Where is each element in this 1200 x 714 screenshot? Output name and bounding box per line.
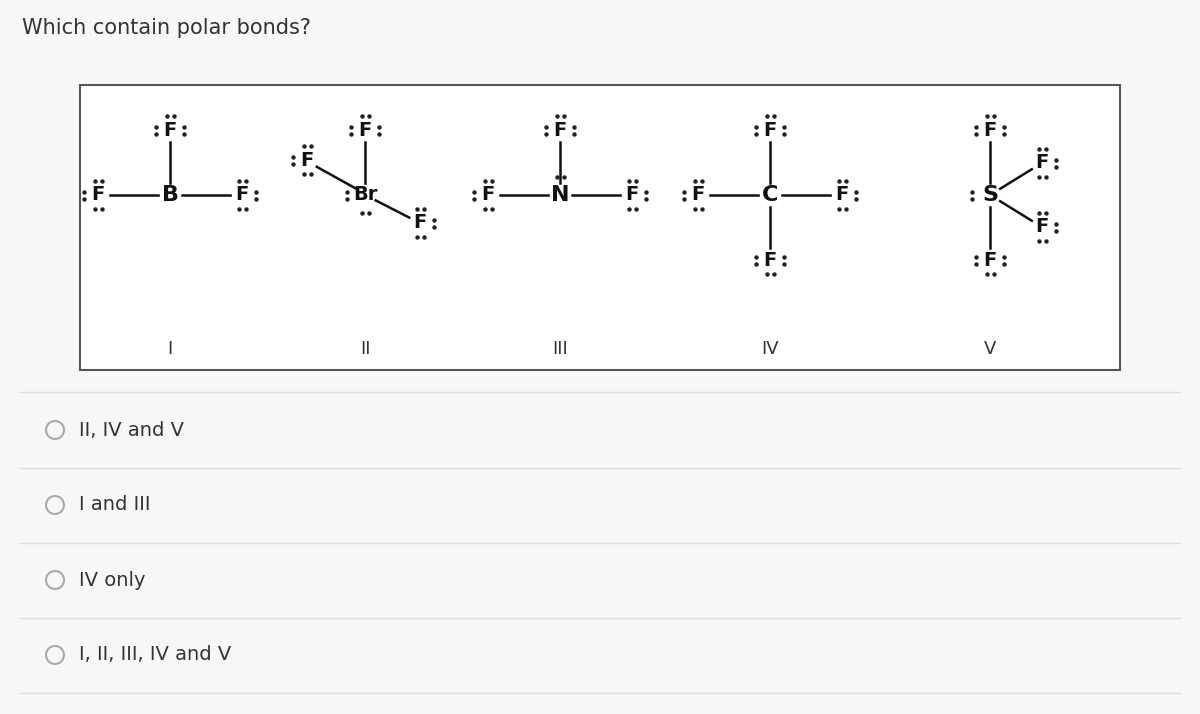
- Text: F: F: [983, 121, 997, 139]
- Text: F: F: [163, 121, 176, 139]
- Text: F: F: [835, 186, 848, 204]
- Text: F: F: [553, 121, 566, 139]
- Text: II: II: [360, 340, 371, 358]
- Text: F: F: [235, 186, 248, 204]
- Text: F: F: [625, 186, 638, 204]
- Text: S: S: [982, 185, 998, 205]
- Text: F: F: [300, 151, 313, 169]
- Text: F: F: [1036, 218, 1049, 236]
- Text: Which contain polar bonds?: Which contain polar bonds?: [22, 18, 311, 38]
- Text: N: N: [551, 185, 569, 205]
- Text: C: C: [762, 185, 778, 205]
- Text: F: F: [983, 251, 997, 269]
- Text: F: F: [691, 186, 704, 204]
- Text: F: F: [413, 213, 427, 233]
- Bar: [80, 85, 1120, 370]
- Text: I: I: [167, 340, 173, 358]
- Text: V: V: [984, 340, 996, 358]
- Text: F: F: [763, 251, 776, 269]
- Text: F: F: [91, 186, 104, 204]
- Text: F: F: [763, 121, 776, 139]
- Text: F: F: [481, 186, 494, 204]
- Text: I and III: I and III: [79, 496, 150, 515]
- Text: I, II, III, IV and V: I, II, III, IV and V: [79, 645, 232, 665]
- Text: II, IV and V: II, IV and V: [79, 421, 184, 440]
- Text: Br: Br: [353, 186, 377, 204]
- Text: IV: IV: [761, 340, 779, 358]
- Text: B: B: [162, 185, 179, 205]
- Text: III: III: [552, 340, 568, 358]
- Text: F: F: [1036, 154, 1049, 173]
- Text: IV only: IV only: [79, 570, 145, 590]
- Text: F: F: [359, 121, 372, 139]
